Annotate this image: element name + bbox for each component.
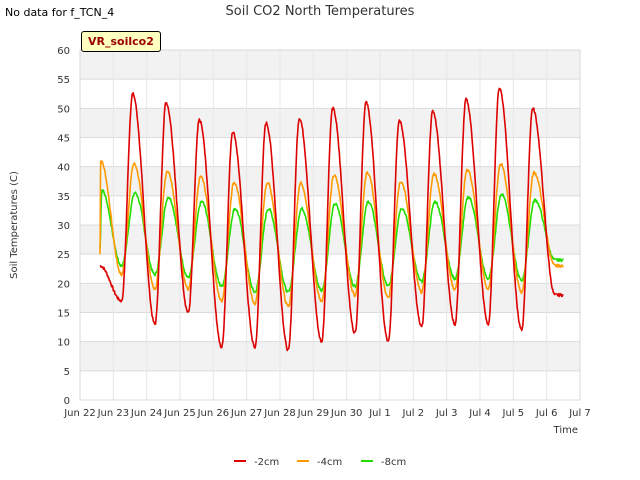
x-tick-label: Jun 28 [263,408,296,419]
band [80,370,580,400]
legend: -2cm -4cm -8cm [234,457,406,468]
series-line-minus-2cm [99,87,564,352]
x-tick-label: Jun 23 [97,408,130,419]
y-axis: 0 5 10 15 20 25 30 35 40 45 50 55 60 [57,46,70,407]
band [80,50,580,80]
x-tick-label: Jun 24 [130,408,163,419]
x-axis: Jun 22 Jun 23 Jun 24 Jun 25 Jun 26 Jun 27 Jun … [63,408,591,419]
y-tick-label: 0 [64,396,70,407]
band [80,79,580,109]
band [80,312,580,342]
legend-label: -8cm [381,457,406,468]
x-tick-label: Jun 29 [297,408,330,419]
x-tick-label: Jul 3 [435,408,458,419]
x-tick-label: Jun 27 [230,408,263,419]
y-tick-label: 40 [57,163,70,174]
x-tick-label: Jul 6 [535,408,558,419]
y-tick-label: 10 [57,338,70,349]
legend-label: -2cm [254,457,279,468]
x-tick-label: Jul 1 [368,408,391,419]
plot-background-bands [80,50,580,400]
x-tick-label: Jun 30 [330,408,363,419]
band [80,254,580,284]
no-data-note: No data for f_TCN_4 [5,6,115,19]
chart-title: Soil CO2 North Temperatures [226,4,415,19]
x-tick-label: Jun 22 [63,408,96,419]
y-axis-label: Soil Temperatures (C) [9,171,20,279]
y-tick-label: 20 [57,279,70,290]
legend-label: -4cm [317,457,342,468]
plot-frame [79,49,581,401]
y-tick-label: 30 [57,221,70,232]
series-line-minus-4cm [99,160,564,308]
y-tick-label: 45 [57,134,70,145]
x-tick-label: Jun 25 [163,408,196,419]
y-tick-label: 50 [57,104,70,115]
band [80,283,580,313]
y-tick-label: 25 [57,250,70,261]
y-tick-label: 35 [57,192,70,203]
band [80,341,580,371]
series-lines [99,87,564,352]
x-tick-label: Jun 26 [197,408,230,419]
x-tick-label: Jul 7 [568,408,591,419]
y-tick-label: 55 [57,75,70,86]
x-axis-label: Time [553,425,578,436]
x-tick-label: Jul 5 [502,408,525,419]
y-tick-label: 5 [64,367,70,378]
x-tick-label: Jul 4 [468,408,491,419]
y-tick-label: 60 [57,46,70,57]
x-tick-label: Jul 2 [402,408,425,419]
site-badge[interactable]: VR_soilco2 [81,31,161,52]
y-tick-label: 15 [57,309,70,320]
